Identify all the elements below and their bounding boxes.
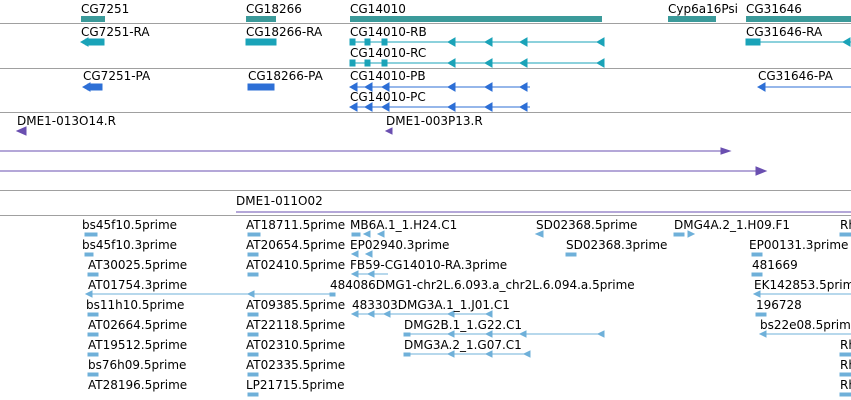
est-label[interactable]: AT30025.5prime (88, 258, 188, 272)
est-label[interactable]: AT02410.5prime (246, 258, 346, 272)
transcript-label-cg14010-rb[interactable]: CG14010-RB (350, 25, 427, 39)
clone-track-glyphs[interactable] (0, 126, 851, 213)
est-label[interactable]: Rh (840, 378, 851, 392)
transcript-glyph-cg14010-rb (349, 37, 605, 47)
est-label[interactable]: AT01754.3prime (88, 278, 188, 292)
gene-label-cyp6a16psi[interactable]: Cyp6a16Psi (668, 2, 738, 16)
gene-glyph-cyp6a16psi (668, 16, 716, 22)
track-separator (0, 215, 851, 216)
clone-glyph-dme1-013o14r (15, 126, 27, 136)
est-label[interactable]: DMG2B.1_1.G22.C1 (404, 318, 523, 332)
track-separator (0, 68, 851, 69)
est-label[interactable]: EP00131.3prime (749, 238, 849, 252)
track-separator (0, 23, 851, 24)
est-label[interactable]: 484086DMG1-chr2L.6.093.a_chr2L.6.094.a.5… (330, 278, 635, 292)
protein-glyph-cg31646-pa (756, 82, 766, 92)
est-label[interactable]: AT02335.5prime (246, 358, 346, 372)
est-label[interactable]: Rh (840, 358, 851, 372)
est-label[interactable]: AT19512.5prime (88, 338, 188, 352)
est-label[interactable]: AT20654.5prime (246, 238, 346, 252)
est-label[interactable]: MB6A.1_1.H24.C1 (350, 218, 458, 232)
est-label[interactable]: FB59-CG14010-RA.3prime (350, 258, 508, 272)
protein-label-cg7251-pa[interactable]: CG7251-PA (83, 69, 151, 83)
protein-track-glyphs[interactable] (81, 82, 851, 112)
transcript-track-glyphs[interactable] (79, 37, 851, 68)
est-label[interactable]: DMG4A.2_1.H09.F1 (674, 218, 791, 232)
est-label[interactable]: bs76h09.5prime (88, 358, 187, 372)
est-label[interactable]: AT28196.5prime (88, 378, 188, 392)
est-label[interactable]: EP02940.3prime (350, 238, 450, 252)
protein-label-cg31646-pa[interactable]: CG31646-PA (758, 69, 833, 83)
track-separator (0, 190, 851, 191)
gene-glyph-cg18266 (246, 16, 276, 22)
clone-glyph-dme1-003p13r (384, 127, 393, 135)
est-label[interactable]: AT02310.5prime (246, 338, 346, 352)
protein-label-cg18266-pa[interactable]: CG18266-PA (248, 69, 323, 83)
est-label[interactable]: DMG3A.2_1.G07.C1 (404, 338, 522, 352)
transcript-glyph-cg14010-rc (349, 58, 605, 68)
gene-label-cg31646[interactable]: CG31646 (746, 2, 802, 16)
protein-glyph-cg14010-pb (348, 82, 528, 92)
est-label[interactable]: 483303DMG3A.1_1.J01.C1 (352, 298, 510, 312)
clone-label-dme1-003p13r[interactable]: DME1-003P13.R (386, 114, 483, 128)
protein-label-cg14010-pb[interactable]: CG14010-PB (350, 69, 426, 83)
protein-glyph-cg14010-pc (348, 102, 528, 112)
protein-label-cg14010-pc[interactable]: CG14010-PC (350, 90, 426, 104)
transcript-label-cg7251-ra[interactable]: CG7251-RA (81, 25, 150, 39)
gene-label-cg18266[interactable]: CG18266 (246, 2, 302, 16)
protein-glyph-cg18266-pa (247, 83, 275, 91)
transcript-glyph-cg7251-ra (85, 38, 105, 46)
est-label[interactable]: AT22118.5prime (246, 318, 346, 332)
est-label[interactable]: Rh (840, 338, 851, 352)
clone-label-dme1-011o02[interactable]: DME1-011O02 (236, 194, 323, 208)
est-label[interactable]: SD02368.5prime (536, 218, 638, 232)
clone-label-dme1-013o14r[interactable]: DME1-013O14.R (17, 114, 116, 128)
transcript-label-cg18266-ra[interactable]: CG18266-RA (246, 25, 323, 39)
est-label[interactable]: AT02664.5prime (88, 318, 188, 332)
gene-glyph-cg14010 (350, 16, 602, 22)
est-label[interactable]: 481669 (752, 258, 798, 272)
est-label[interactable]: bs45f10.3prime (82, 238, 178, 252)
est-label[interactable]: SD02368.3prime (566, 238, 668, 252)
est-label[interactable]: Rh (840, 218, 851, 232)
est-label[interactable]: AT18711.5prime (246, 218, 346, 232)
gene-label-cg14010[interactable]: CG14010 (350, 2, 406, 16)
est-label[interactable]: bs22e08.5prime (760, 318, 851, 332)
est-label[interactable]: AT09385.5prime (246, 298, 346, 312)
gene-label-cg7251[interactable]: CG7251 (81, 2, 130, 16)
est-label[interactable]: bs45f10.5prime (82, 218, 178, 232)
est-track-glyphs[interactable] (84, 230, 851, 397)
transcript-glyph-cg31646-ra (745, 37, 851, 47)
gene-track-glyphs[interactable] (81, 16, 851, 22)
gene-glyph-cg31646 (746, 16, 851, 22)
gene-glyph-cg7251 (81, 16, 105, 22)
est-label[interactable]: bs11h10.5prime (86, 298, 185, 312)
est-label[interactable]: EK142853.5prime (754, 278, 851, 292)
transcript-glyph-cg18266-ra (245, 38, 277, 46)
transcript-label-cg14010-rc[interactable]: CG14010-RC (350, 46, 427, 60)
track-separator (0, 112, 851, 113)
est-label[interactable]: LP21715.5prime (246, 378, 345, 392)
est-label[interactable]: 196728 (756, 298, 802, 312)
transcript-label-cg31646-ra[interactable]: CG31646-RA (746, 25, 823, 39)
